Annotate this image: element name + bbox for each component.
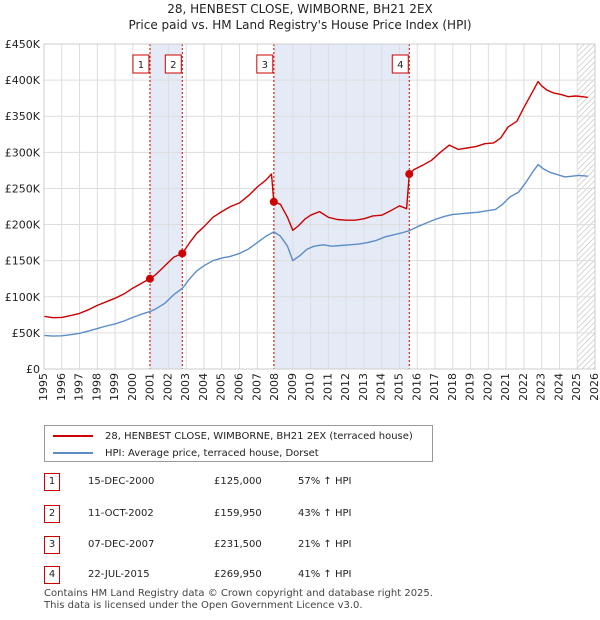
footer-line-2: This data is licensed under the Open Gov… (44, 600, 363, 611)
plot-frame (43, 43, 596, 370)
y-tick-label: £100K (5, 291, 41, 304)
sale-box-3 (256, 54, 274, 74)
y-tick-label: £400K (5, 74, 41, 87)
x-tick-label: 2009 (286, 373, 299, 400)
sale-box-2 (164, 54, 182, 74)
x-tick-label: 2013 (357, 373, 370, 400)
footer-notice: Contains HM Land Registry data © Crown c… (44, 588, 433, 612)
x-tick-label: 2015 (392, 373, 405, 400)
x-tick-label: 2003 (179, 373, 192, 400)
hatched-region (577, 44, 595, 369)
x-tick-label: 2021 (499, 373, 512, 400)
chart-legend: 28, HENBEST CLOSE, WIMBORNE, BH21 2EX (t… (44, 425, 433, 462)
sale-hpi-4: 41% ↑ HPI (298, 569, 352, 580)
x-tick-label: 2006 (233, 373, 246, 400)
price-chart: 1 2 3 4 £0 £50K £100K £150K £200K £250K £300K £350… (5, 38, 600, 400)
x-tick-label: 1998 (90, 373, 103, 400)
y-tick-label: £50K (12, 327, 41, 340)
x-tick-label: 1996 (55, 373, 68, 400)
x-tick-label: 2017 (428, 373, 441, 400)
sale-date-1: 15-DEC-2000 (88, 476, 155, 487)
sale-box-label-4: 4 (397, 60, 403, 71)
x-tick-label: 2010 (304, 373, 317, 400)
x-tick-label: 2000 (126, 373, 139, 400)
sale-hpi-1: 57% ↑ HPI (298, 476, 352, 487)
x-tick-label: 1999 (108, 373, 121, 400)
hpi-line (44, 163, 588, 337)
chart-title-line-1: 28, HENBEST CLOSE, WIMBORNE, BH21 2EX (167, 2, 433, 16)
sale-price-1: £125,000 (214, 476, 262, 487)
sale-hpi-2: 43% ↑ HPI (298, 508, 352, 519)
sale-point-1 (145, 274, 154, 283)
x-tick-label: 2011 (321, 373, 334, 400)
x-tick-label: 2016 (410, 373, 423, 400)
y-tick-label: £300K (5, 146, 41, 159)
sale-hpi-3: 21% ↑ HPI (298, 539, 352, 550)
sale-date-4: 22-JUL-2015 (88, 569, 150, 580)
x-tick-label: 2022 (517, 373, 530, 400)
legend-label-price: 28, HENBEST CLOSE, WIMBORNE, BH21 2EX (t… (105, 430, 413, 442)
x-tick-label: 2008 (268, 373, 281, 400)
legend-label-hpi: HPI: Average price, terraced house, Dors… (105, 447, 319, 459)
sale-price-2: £159,950 (214, 508, 262, 519)
sale-price-4: £269,950 (214, 569, 262, 580)
x-tick-label: 2020 (481, 373, 494, 400)
x-tick-label: 2005 (215, 373, 228, 400)
sale-point-2 (178, 249, 187, 258)
sale-point-4 (405, 170, 414, 179)
sale-box-label-1: 1 (138, 60, 144, 71)
sale-box-4 (391, 54, 409, 74)
y-tick-label: £250K (5, 182, 41, 195)
footer-line-1: Contains HM Land Registry data © Crown c… (44, 588, 433, 599)
x-tick-label: 2023 (535, 373, 548, 400)
x-tick-label: 1995 (37, 373, 50, 400)
sale-marker-1: 1 (44, 473, 60, 491)
shaded-period-1 (149, 44, 183, 369)
x-tick-label: 2018 (446, 373, 459, 400)
sale-box-label-2: 2 (170, 60, 176, 71)
x-tick-label: 2026 (588, 373, 600, 400)
shaded-period-2 (273, 44, 410, 369)
chart-title-line-2: Price paid vs. HM Land Registry's House … (128, 18, 472, 32)
x-tick-label: 2002 (161, 373, 174, 400)
y-tick-label: £0 (26, 363, 40, 376)
x-tick-label: 2001 (144, 373, 157, 400)
legend-swatch-hpi (53, 452, 93, 454)
y-tick-label: £200K (5, 219, 41, 232)
y-tick-label: £150K (5, 255, 41, 268)
x-tick-label: 2025 (570, 373, 583, 400)
sale-marker-4: 4 (44, 566, 60, 584)
legend-swatch-price (53, 435, 93, 437)
sale-box-label-3: 3 (262, 60, 268, 71)
sale-point-3 (269, 197, 278, 206)
sale-date-3: 07-DEC-2007 (88, 539, 155, 550)
legend-item-price: 28, HENBEST CLOSE, WIMBORNE, BH21 2EX (t… (53, 428, 413, 444)
sale-marker-2: 2 (44, 505, 60, 523)
sale-marker-3: 3 (44, 536, 60, 554)
legend-item-hpi: HPI: Average price, terraced house, Dors… (53, 445, 319, 461)
x-tick-label: 2024 (552, 373, 565, 400)
sale-price-3: £231,500 (214, 539, 262, 550)
x-tick-label: 2019 (464, 373, 477, 400)
x-tick-label: 2007 (250, 373, 263, 400)
sale-box-1 (132, 54, 150, 74)
x-tick-label: 1997 (73, 373, 86, 400)
y-tick-label: £450K (5, 38, 41, 51)
x-tick-label: 2004 (197, 373, 210, 400)
x-tick-label: 2014 (375, 373, 388, 400)
sale-date-2: 11-OCT-2002 (88, 508, 154, 519)
y-tick-label: £350K (5, 110, 41, 123)
x-tick-label: 2012 (339, 373, 352, 400)
